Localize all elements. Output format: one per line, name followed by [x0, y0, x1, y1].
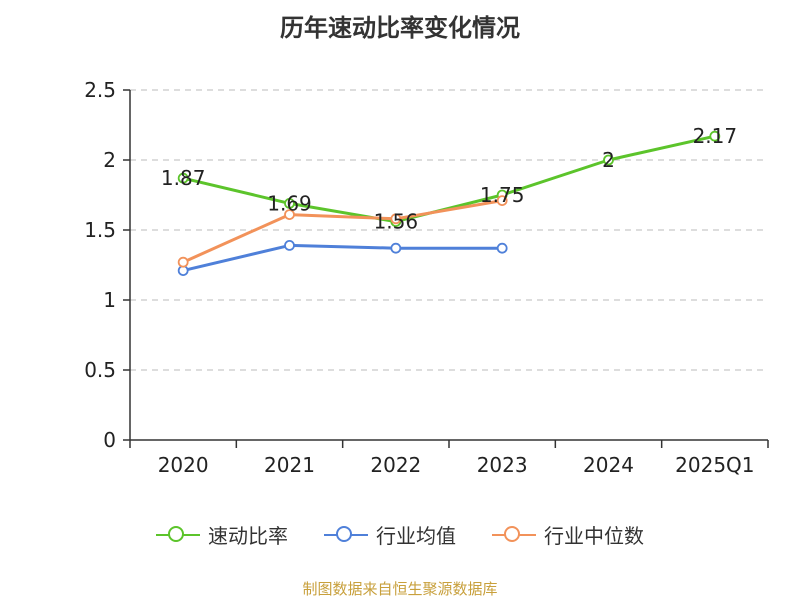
- data-point: [496, 195, 508, 207]
- y-tick-label: 2.5: [84, 78, 116, 102]
- data-point: [390, 213, 402, 225]
- y-tick-label: 1: [103, 288, 116, 312]
- data-point: [496, 242, 508, 254]
- data-point: [603, 154, 614, 166]
- legend-label-industry-mean: 行业均值: [376, 524, 456, 548]
- data-point: [284, 209, 295, 221]
- legend-marker-industry-median: [492, 525, 536, 545]
- y-tick-label: 1.5: [84, 218, 116, 242]
- legend-marker-quick-ratio: [156, 525, 200, 545]
- data-point: [390, 242, 402, 254]
- data-label: 1.75: [480, 183, 525, 207]
- data-point: [177, 172, 189, 184]
- data-point: [284, 197, 295, 209]
- legend-label-quick-ratio: 速动比率: [208, 524, 288, 548]
- legend-item-industry-median[interactable]: 行业中位数: [492, 520, 644, 549]
- x-tick-label: 2022: [370, 453, 421, 477]
- y-tick-label: 0: [103, 428, 116, 452]
- x-tick-label: 2025Q1: [675, 453, 754, 477]
- data-point: [177, 256, 189, 268]
- y-tick-label: 2: [103, 148, 116, 172]
- data-label: 1.56: [374, 210, 419, 234]
- x-tick-label: 2024: [583, 453, 634, 477]
- data-point: [709, 130, 721, 142]
- x-tick-label: 2021: [264, 453, 315, 477]
- legend-item-quick-ratio[interactable]: 速动比率: [156, 520, 288, 549]
- source-note: 制图数据来自恒生聚源数据库: [302, 580, 498, 598]
- legend-marker-industry-mean: [324, 525, 368, 545]
- series-line-1: [182, 243, 503, 273]
- legend-item-industry-mean[interactable]: 行业均值: [324, 520, 456, 549]
- series-line-2: [182, 199, 503, 264]
- legend-label-industry-median: 行业中位数: [544, 524, 644, 548]
- y-tick-label: 0.5: [84, 358, 116, 382]
- data-label: 1.69: [267, 191, 312, 215]
- data-label: 1.87: [161, 166, 206, 190]
- legend: 速动比率 行业均值 行业中位数: [0, 520, 800, 549]
- chart-title: 历年速动比率变化情况: [280, 14, 520, 42]
- data-label: 2: [602, 148, 615, 172]
- data-point: [284, 239, 295, 251]
- data-label: 2.17: [693, 124, 738, 148]
- x-tick-label: 2023: [477, 453, 528, 477]
- x-tick-label: 2020: [158, 453, 209, 477]
